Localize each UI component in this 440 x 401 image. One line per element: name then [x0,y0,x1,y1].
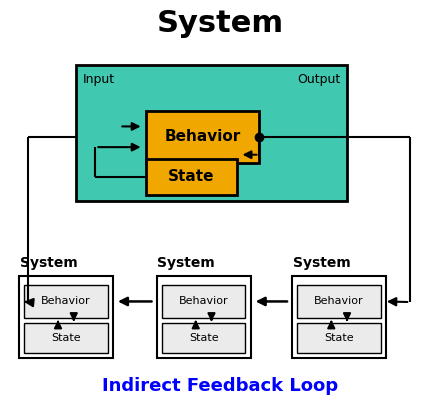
FancyBboxPatch shape [24,285,108,318]
Text: System: System [20,256,77,270]
Text: State: State [169,169,215,184]
Text: State: State [189,333,218,343]
Text: Behavior: Behavior [179,296,228,306]
Text: Behavior: Behavior [165,129,241,144]
FancyBboxPatch shape [162,285,246,318]
FancyBboxPatch shape [162,323,246,353]
FancyBboxPatch shape [297,285,381,318]
FancyBboxPatch shape [76,65,347,200]
FancyBboxPatch shape [24,323,108,353]
Text: Output: Output [297,73,340,86]
Text: System: System [293,256,351,270]
Text: System: System [157,256,215,270]
FancyBboxPatch shape [292,276,386,358]
Text: Indirect Feedback Loop: Indirect Feedback Loop [102,377,338,395]
Text: Behavior: Behavior [41,296,91,306]
FancyBboxPatch shape [297,323,381,353]
Text: Behavior: Behavior [314,296,364,306]
Text: State: State [324,333,354,343]
Text: Input: Input [82,73,114,86]
Text: State: State [51,333,81,343]
FancyBboxPatch shape [146,159,238,194]
FancyBboxPatch shape [157,276,251,358]
Text: System: System [157,9,283,38]
FancyBboxPatch shape [19,276,113,358]
FancyBboxPatch shape [146,111,259,163]
